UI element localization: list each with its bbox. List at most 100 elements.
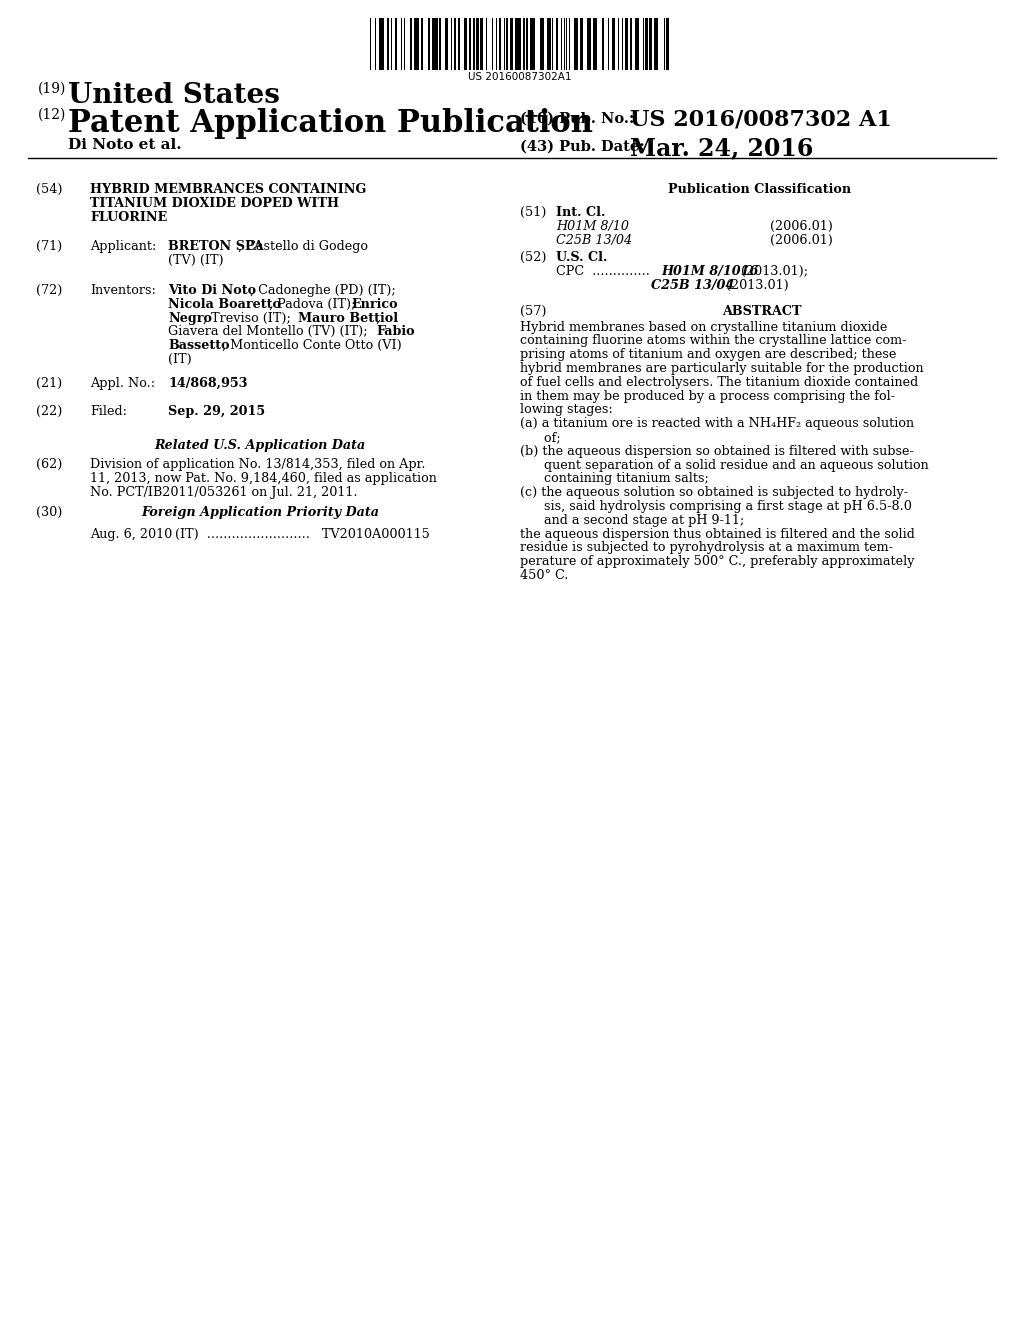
Text: lowing stages:: lowing stages: [520, 404, 612, 416]
Bar [573, 18, 578, 70]
Bar [540, 18, 544, 70]
Bar [593, 18, 597, 70]
Text: (IT): (IT) [168, 352, 191, 366]
Text: (12): (12) [38, 108, 67, 121]
Text: , Monticello Conte Otto (VI): , Monticello Conte Otto (VI) [222, 339, 401, 352]
Bar [635, 18, 639, 70]
Text: , Padova (IT);: , Padova (IT); [269, 298, 359, 310]
Text: H01M 8/10: H01M 8/10 [556, 220, 629, 232]
Bar [455, 18, 456, 70]
Text: Sep. 29, 2015: Sep. 29, 2015 [168, 405, 265, 418]
Text: Inventors:: Inventors: [90, 284, 156, 297]
Bar [445, 18, 447, 70]
Text: Mauro Bettiol: Mauro Bettiol [298, 312, 398, 325]
Text: Mar. 24, 2016: Mar. 24, 2016 [630, 136, 813, 160]
Text: CPC  ..............: CPC .............. [556, 265, 650, 279]
Text: (62): (62) [36, 458, 62, 471]
Bar [375, 18, 377, 70]
Text: Publication Classification: Publication Classification [669, 183, 852, 195]
Bar [414, 18, 420, 70]
Text: (2013.01);: (2013.01); [741, 265, 808, 279]
Text: Bassetto: Bassetto [168, 339, 229, 352]
Text: (2006.01): (2006.01) [770, 220, 833, 232]
Text: Appl. No.:: Appl. No.: [90, 378, 155, 389]
Bar [630, 18, 633, 70]
Bar [622, 18, 624, 70]
Bar [493, 18, 494, 70]
Text: No. PCT/IB2011/053261 on Jul. 21, 2011.: No. PCT/IB2011/053261 on Jul. 21, 2011. [90, 486, 357, 499]
Bar [506, 18, 508, 70]
Bar [504, 18, 505, 70]
Text: containing fluorine atoms within the crystalline lattice com-: containing fluorine atoms within the cry… [520, 334, 906, 347]
Bar [394, 18, 397, 70]
Bar [526, 18, 528, 70]
Text: HYBRID MEMBRANCES CONTAINING: HYBRID MEMBRANCES CONTAINING [90, 183, 367, 195]
Bar [439, 18, 441, 70]
Text: (57): (57) [520, 305, 547, 318]
Text: (c) the aqueous solution so obtained is subjected to hydroly-: (c) the aqueous solution so obtained is … [520, 486, 908, 499]
Text: US 20160087302A1: US 20160087302A1 [468, 73, 571, 82]
Text: Aug. 6, 2010: Aug. 6, 2010 [90, 528, 172, 541]
Bar [476, 18, 479, 70]
Text: perature of approximately 500° C., preferably approximately: perature of approximately 500° C., prefe… [520, 556, 914, 568]
Bar [654, 18, 658, 70]
Text: of fuel cells and electrolysers. The titanium dioxide contained: of fuel cells and electrolysers. The tit… [520, 376, 919, 389]
Text: hybrid membranes are particularly suitable for the production: hybrid membranes are particularly suitab… [520, 362, 924, 375]
Text: (2013.01): (2013.01) [726, 279, 788, 292]
Text: Enrico: Enrico [351, 298, 397, 310]
Bar [645, 18, 648, 70]
Text: (51): (51) [520, 206, 547, 219]
Bar [581, 18, 583, 70]
Text: (43) Pub. Date:: (43) Pub. Date: [520, 140, 645, 154]
Text: (a) a titanium ore is reacted with a NH₄HF₂ aqueous solution: (a) a titanium ore is reacted with a NH₄… [520, 417, 914, 430]
Text: (22): (22) [36, 405, 62, 418]
Bar [459, 18, 460, 70]
Bar [515, 18, 520, 70]
Bar [587, 18, 591, 70]
Text: TITANIUM DIOXIDE DOPED WITH: TITANIUM DIOXIDE DOPED WITH [90, 197, 339, 210]
Bar [547, 18, 551, 70]
Text: the aqueous dispersion thus obtained is filtered and the solid: the aqueous dispersion thus obtained is … [520, 528, 914, 541]
Bar [464, 18, 467, 70]
Bar [391, 18, 392, 70]
Text: quent separation of a solid residue and an aqueous solution: quent separation of a solid residue and … [520, 458, 929, 471]
Text: FLUORINE: FLUORINE [90, 211, 167, 223]
Text: (b) the aqueous dispersion so obtained is filtered with subse-: (b) the aqueous dispersion so obtained i… [520, 445, 913, 458]
Bar [432, 18, 437, 70]
Text: (19): (19) [38, 82, 67, 96]
Text: Applicant:: Applicant: [90, 240, 157, 253]
Text: BRETON SPA: BRETON SPA [168, 240, 263, 253]
Text: Giavera del Montello (TV) (IT);: Giavera del Montello (TV) (IT); [168, 326, 372, 338]
Text: (IT)  .........................   TV2010A000115: (IT) ......................... TV2010A00… [175, 528, 430, 541]
Text: (10) Pub. No.:: (10) Pub. No.: [520, 112, 635, 125]
Bar [607, 18, 609, 70]
Text: Nicola Boaretto: Nicola Boaretto [168, 298, 281, 310]
Text: U.S. Cl.: U.S. Cl. [556, 251, 607, 264]
Text: Vito Di Noto: Vito Di Noto [168, 284, 256, 297]
Text: 450° C.: 450° C. [520, 569, 568, 582]
Bar [643, 18, 644, 70]
Bar [510, 18, 513, 70]
Bar [611, 18, 615, 70]
Text: sis, said hydrolysis comprising a first stage at pH 6.5-8.0: sis, said hydrolysis comprising a first … [520, 500, 912, 513]
Text: US 2016/0087302 A1: US 2016/0087302 A1 [630, 108, 892, 129]
Text: , Castello di Godego: , Castello di Godego [238, 240, 368, 253]
Bar [649, 18, 652, 70]
Text: (2006.01): (2006.01) [770, 234, 833, 247]
Text: (54): (54) [36, 183, 62, 195]
Bar [401, 18, 402, 70]
Text: prising atoms of titanium and oxygen are described; these: prising atoms of titanium and oxygen are… [520, 348, 896, 362]
Text: (71): (71) [36, 240, 62, 253]
Text: of;: of; [520, 432, 560, 444]
Bar [421, 18, 423, 70]
Bar [370, 18, 372, 70]
Bar [561, 18, 562, 70]
Text: 14/868,953: 14/868,953 [168, 378, 248, 389]
Text: C25B 13/04: C25B 13/04 [556, 234, 632, 247]
Text: ABSTRACT: ABSTRACT [722, 305, 802, 318]
Bar [387, 18, 389, 70]
Text: (72): (72) [36, 284, 62, 297]
Bar [664, 18, 665, 70]
Bar [666, 18, 669, 70]
Bar [485, 18, 486, 70]
